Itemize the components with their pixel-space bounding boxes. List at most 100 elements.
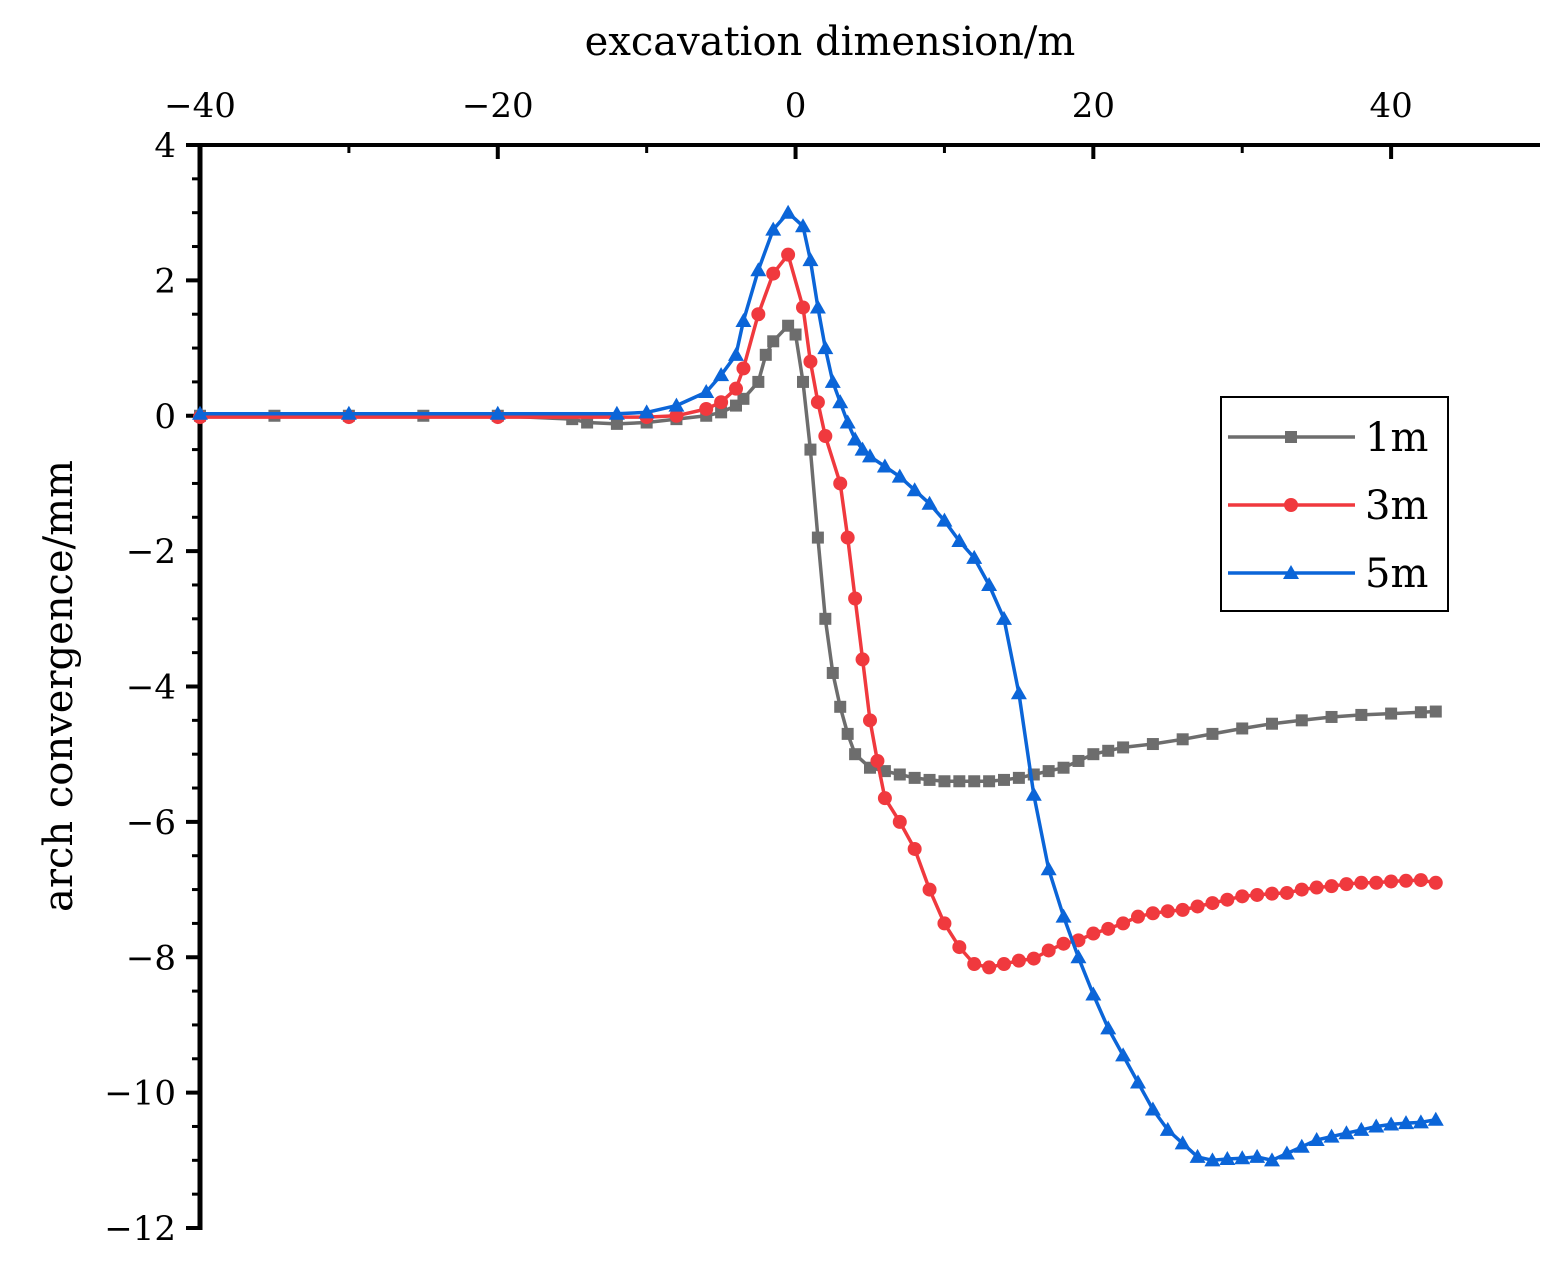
data-point: [922, 882, 937, 897]
legend-label-5m: 5m: [1365, 551, 1428, 597]
data-point: [983, 775, 996, 788]
series-line-5m: [200, 210, 1437, 1163]
data-point: [1250, 887, 1265, 902]
data-point: [968, 775, 981, 788]
data-point: [1146, 738, 1159, 751]
data-point: [1339, 877, 1354, 892]
data-point: [906, 482, 923, 497]
data-point: [1279, 885, 1294, 900]
x-tick-label: −20: [462, 86, 534, 126]
data-point: [1399, 873, 1413, 888]
data-point: [1189, 1148, 1206, 1163]
data-point: [795, 218, 811, 233]
data-point: [907, 841, 922, 856]
data-point: [951, 532, 968, 547]
data-point: [1205, 896, 1220, 911]
data-point: [1087, 748, 1100, 761]
data-point: [1115, 1047, 1132, 1062]
data-point: [714, 395, 729, 410]
data-point: [921, 495, 938, 510]
data-point: [811, 531, 824, 544]
data-point: [1412, 1114, 1429, 1129]
data-point: [797, 375, 809, 388]
data-point: [1011, 953, 1026, 968]
legend: 1m 3m 5m: [1220, 396, 1449, 612]
data-point: [1264, 1152, 1280, 1167]
data-point: [610, 417, 623, 430]
data-point: [735, 312, 752, 327]
data-point: [1086, 926, 1101, 941]
y-tick-label: −12: [104, 1209, 176, 1249]
data-point: [824, 373, 841, 388]
data-point: [862, 448, 878, 463]
data-point: [810, 395, 825, 410]
data-point: [1010, 685, 1027, 700]
data-point: [1174, 1135, 1191, 1150]
data-point: [789, 328, 802, 341]
data-point: [953, 775, 966, 788]
data-point: [765, 221, 782, 236]
data-point: [847, 431, 864, 446]
data-point: [848, 591, 863, 606]
data-point: [818, 429, 833, 444]
data-point: [192, 405, 208, 420]
data-point: [669, 408, 684, 423]
data-point: [1025, 786, 1042, 801]
data-point: [1160, 904, 1175, 919]
data-point: [876, 458, 893, 473]
data-point: [1100, 1020, 1117, 1035]
data-point: [863, 713, 877, 728]
data-point: [1324, 879, 1339, 894]
data-point: [819, 612, 832, 625]
data-point: [737, 392, 750, 405]
data-point: [1117, 741, 1130, 754]
data-point: [581, 416, 594, 429]
legend-marker-3m: [1284, 498, 1298, 512]
data-point: [340, 405, 357, 420]
data-point: [839, 414, 856, 429]
data-point: [715, 406, 728, 419]
data-point: [893, 768, 906, 781]
data-point: [877, 791, 892, 806]
data-point: [1085, 986, 1102, 1001]
data-point: [1176, 733, 1189, 746]
y-tick-label: 2: [154, 261, 176, 301]
data-point: [840, 530, 855, 545]
data-point: [1012, 771, 1025, 784]
data-point: [1293, 1138, 1310, 1153]
data-point: [1131, 909, 1145, 924]
data-point: [736, 361, 751, 376]
data-point: [997, 957, 1011, 972]
data-point: [1266, 717, 1278, 730]
y-tick-label: 0: [154, 397, 176, 437]
legend-marker-5m: [1283, 565, 1299, 579]
data-point: [809, 299, 826, 314]
data-point: [1159, 1121, 1176, 1136]
data-point: [1236, 722, 1249, 735]
x-tick-label: 40: [1369, 86, 1412, 126]
legend-label-1m: 1m: [1365, 415, 1428, 461]
data-point: [849, 748, 862, 761]
data-point: [1353, 1121, 1370, 1136]
data-point: [1398, 1115, 1414, 1130]
x-tick-label: 0: [785, 86, 807, 126]
data-point: [1190, 899, 1205, 914]
data-point: [966, 549, 983, 564]
data-point: [1072, 754, 1085, 767]
data-point: [489, 405, 506, 420]
data-point: [937, 916, 952, 931]
y-tick-label: −8: [126, 938, 176, 978]
data-point: [1413, 873, 1428, 888]
series-layer: [192, 204, 1444, 1167]
data-point: [1323, 1128, 1340, 1143]
data-point: [752, 375, 765, 388]
data-point: [1385, 707, 1398, 720]
data-point: [1384, 874, 1399, 889]
data-point: [832, 394, 849, 409]
data-point: [1145, 906, 1160, 921]
data-point: [892, 814, 907, 829]
data-point: [967, 957, 982, 972]
data-point: [804, 443, 817, 456]
data-point: [1309, 880, 1324, 895]
